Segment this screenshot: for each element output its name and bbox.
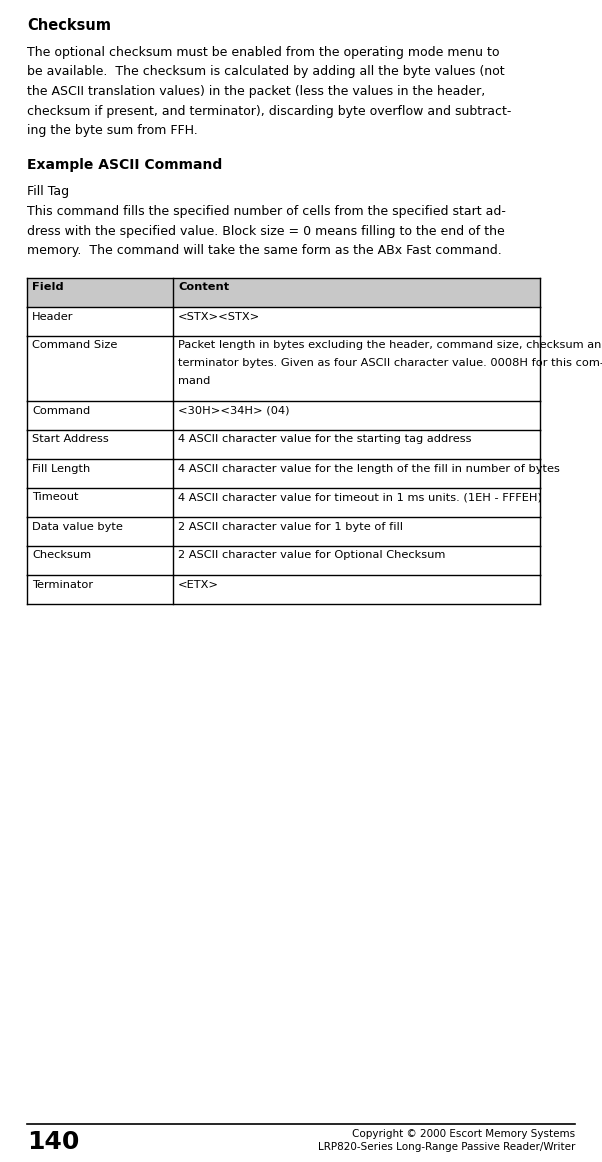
- Text: Command: Command: [32, 406, 90, 416]
- Text: The optional checksum must be enabled from the operating mode menu to: The optional checksum must be enabled fr…: [27, 46, 500, 59]
- Text: be available.  The checksum is calculated by adding all the byte values (not: be available. The checksum is calculated…: [27, 65, 504, 79]
- Text: mand: mand: [178, 376, 211, 387]
- Text: Command Size: Command Size: [32, 340, 117, 351]
- Text: Field: Field: [32, 282, 64, 293]
- Text: memory.  The command will take the same form as the ABx Fast command.: memory. The command will take the same f…: [27, 244, 501, 257]
- Text: Terminator: Terminator: [32, 580, 93, 589]
- Text: <STX><STX>: <STX><STX>: [178, 311, 261, 322]
- Text: ing the byte sum from FFH.: ing the byte sum from FFH.: [27, 124, 197, 137]
- Text: Fill Tag: Fill Tag: [27, 186, 69, 199]
- Text: <30H><34H> (04): <30H><34H> (04): [178, 406, 290, 416]
- Text: Example ASCII Command: Example ASCII Command: [27, 158, 222, 172]
- Text: Content: Content: [178, 282, 229, 293]
- Text: This command fills the specified number of cells from the specified start ad-: This command fills the specified number …: [27, 205, 506, 218]
- Text: Packet length in bytes excluding the header, command size, checksum and: Packet length in bytes excluding the hea…: [178, 340, 602, 351]
- Text: 2 ASCII character value for 1 byte of fill: 2 ASCII character value for 1 byte of fi…: [178, 522, 403, 531]
- Text: Checksum: Checksum: [27, 17, 111, 33]
- Text: 4 ASCII character value for the length of the fill in number of bytes: 4 ASCII character value for the length o…: [178, 464, 560, 473]
- Text: dress with the specified value. Block size = 0 means filling to the end of the: dress with the specified value. Block si…: [27, 224, 504, 237]
- Text: terminator bytes. Given as four ASCII character value. 0008H for this com-: terminator bytes. Given as four ASCII ch…: [178, 359, 602, 368]
- Text: 2 ASCII character value for Optional Checksum: 2 ASCII character value for Optional Che…: [178, 551, 445, 560]
- Text: Data value byte: Data value byte: [32, 522, 123, 531]
- Text: 4 ASCII character value for timeout in 1 ms units. (1EH - FFFEH): 4 ASCII character value for timeout in 1…: [178, 493, 542, 502]
- Text: Header: Header: [32, 311, 73, 322]
- Text: Start Address: Start Address: [32, 435, 109, 445]
- Text: Checksum: Checksum: [32, 551, 91, 560]
- Text: LRP820-Series Long-Range Passive Reader/Writer: LRP820-Series Long-Range Passive Reader/…: [318, 1142, 575, 1152]
- Text: Fill Length: Fill Length: [32, 464, 90, 473]
- Text: <ETX>: <ETX>: [178, 580, 219, 589]
- Text: Copyright © 2000 Escort Memory Systems: Copyright © 2000 Escort Memory Systems: [352, 1129, 575, 1139]
- Text: the ASCII translation values) in the packet (less the values in the header,: the ASCII translation values) in the pac…: [27, 85, 485, 98]
- Text: Timeout: Timeout: [32, 493, 78, 502]
- Text: 4 ASCII character value for the starting tag address: 4 ASCII character value for the starting…: [178, 435, 472, 445]
- Text: 140: 140: [27, 1129, 79, 1154]
- Text: checksum if present, and terminator), discarding byte overflow and subtract-: checksum if present, and terminator), di…: [27, 105, 511, 117]
- Bar: [27, 278, 540, 307]
